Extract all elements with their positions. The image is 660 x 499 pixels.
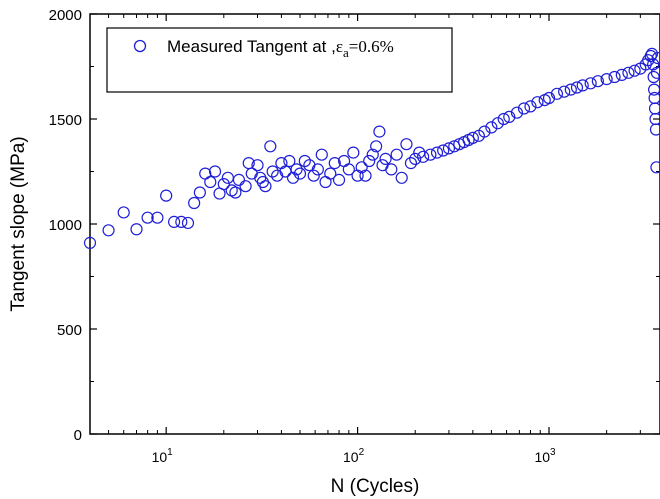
- data-point: [510, 106, 524, 119]
- data-point: [141, 211, 154, 224]
- data-point: [591, 75, 604, 88]
- data-point: [328, 157, 341, 170]
- data-point: [266, 165, 279, 178]
- data-point: [424, 148, 437, 161]
- data-point: [651, 52, 660, 65]
- data-point: [570, 81, 584, 94]
- data-point: [647, 58, 660, 71]
- data-point: [117, 206, 130, 219]
- data-point: [400, 138, 413, 151]
- data-point: [550, 87, 564, 100]
- x-tick-label: 101: [152, 447, 174, 465]
- data-point: [600, 72, 613, 86]
- data-point: [342, 163, 355, 176]
- data-point: [650, 161, 660, 174]
- data-point: [293, 167, 307, 180]
- data-point: [379, 152, 392, 165]
- legend-marker: [133, 39, 147, 53]
- data-point: [181, 216, 195, 230]
- y-tick-label: 2000: [49, 7, 82, 24]
- data-point: [366, 148, 379, 161]
- data-point: [649, 123, 660, 136]
- data-point: [307, 169, 320, 182]
- data-point: [324, 167, 337, 180]
- data-point: [102, 224, 115, 237]
- data-point: [564, 83, 577, 96]
- data-point: [576, 79, 589, 92]
- data-point: [359, 169, 372, 182]
- data-point: [130, 223, 143, 236]
- data-point: [167, 215, 181, 228]
- data-point: [217, 178, 230, 191]
- data-points: [83, 47, 660, 249]
- data-point: [298, 154, 311, 168]
- x-tick-label: 103: [534, 447, 556, 465]
- data-point: [409, 152, 422, 165]
- data-point: [466, 131, 479, 144]
- data-point: [385, 163, 398, 176]
- data-point: [259, 180, 272, 193]
- data-point: [478, 125, 491, 138]
- axis-ticks: [89, 13, 660, 435]
- data-point: [347, 146, 360, 159]
- x-axis-title: N (Cycles): [331, 476, 420, 497]
- data-point: [239, 180, 252, 193]
- data-point: [251, 159, 264, 172]
- y-tick-label: 0: [74, 427, 82, 444]
- data-point: [151, 211, 164, 224]
- data-point: [355, 161, 368, 174]
- data-point: [264, 140, 277, 153]
- data-point: [83, 236, 97, 249]
- data-point: [229, 186, 242, 199]
- data-point: [531, 96, 544, 109]
- data-point: [188, 196, 201, 210]
- data-point: [370, 140, 383, 153]
- data-point: [283, 154, 296, 168]
- data-point: [437, 144, 450, 157]
- data-point: [485, 121, 498, 134]
- y-tick-label: 1000: [49, 217, 82, 234]
- y-tick-label: 500: [57, 322, 82, 339]
- data-point: [442, 142, 456, 155]
- data-point: [175, 215, 188, 228]
- data-point: [290, 163, 303, 176]
- data-point: [524, 100, 537, 113]
- data-point: [644, 49, 657, 63]
- data-point: [208, 165, 222, 178]
- y-axis-title: Tangent slope (MPa): [8, 136, 29, 311]
- data-point: [395, 171, 408, 184]
- data-point: [332, 173, 346, 186]
- data-point: [622, 66, 635, 79]
- data-point: [390, 148, 403, 161]
- data-point: [430, 146, 444, 159]
- tick-labels: 0 500 1000 1500 2000 101 102 103: [49, 7, 556, 465]
- data-point: [232, 173, 246, 186]
- x-tick-label: 102: [343, 447, 365, 465]
- data-point: [193, 186, 206, 199]
- data-point: [404, 157, 418, 170]
- data-point: [286, 171, 300, 184]
- data-point: [584, 77, 597, 90]
- legend-label: Measured Tangent at ,εa=0.6%: [167, 37, 394, 60]
- data-point: [204, 175, 217, 189]
- data-point: [503, 110, 516, 124]
- data-point: [497, 112, 510, 126]
- data-point: [628, 64, 641, 77]
- data-point: [363, 154, 376, 168]
- legend-box: [106, 27, 453, 93]
- data-point: [160, 189, 173, 202]
- data-point: [373, 125, 386, 138]
- data-point: [417, 150, 430, 163]
- data-point: [608, 70, 621, 84]
- data-point: [615, 68, 628, 82]
- data-point: [311, 163, 324, 176]
- data-point: [315, 148, 328, 161]
- data-point: [558, 85, 571, 98]
- data-point: [647, 70, 660, 84]
- y-tick-label: 1500: [49, 112, 82, 129]
- data-point: [517, 102, 531, 115]
- data-point: [650, 66, 660, 79]
- data-point: [542, 91, 556, 105]
